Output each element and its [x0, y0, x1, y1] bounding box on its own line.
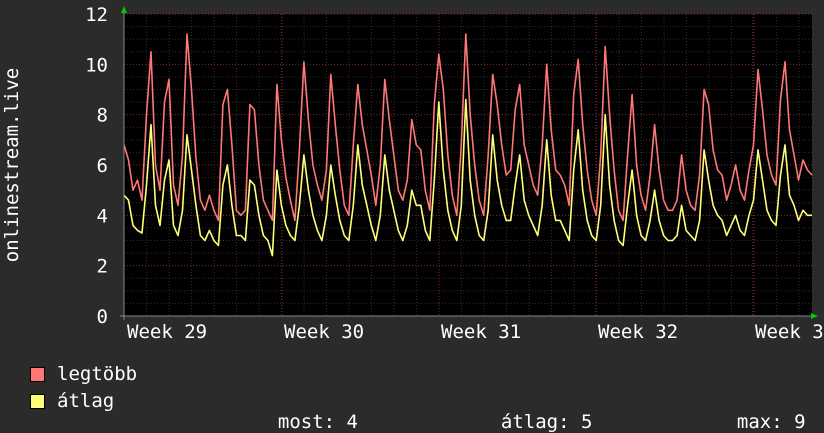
series-line-avg — [123, 98, 812, 257]
x-tick-label: Week 29 — [127, 321, 207, 343]
stat-current: most: 4 — [255, 389, 358, 433]
series-line-max — [123, 33, 813, 222]
stat-maximum: max: 9 — [714, 389, 806, 433]
y-tick-label: 4 — [97, 205, 108, 227]
y-axis-ticks: 0 2 4 6 8 10 12 — [85, 4, 108, 328]
x-tick-label: Week 30 — [284, 321, 364, 343]
legend-label-avg: átlag — [57, 390, 115, 412]
y-axis-arrow-icon — [121, 6, 127, 13]
y-axis-label: onlinestream.live — [1, 68, 23, 262]
stat-average: átlag: 5 — [478, 389, 593, 433]
legend-item-max: legtöbb — [30, 362, 137, 386]
y-tick-label: 6 — [97, 155, 108, 177]
stat-current-text: most: 4 — [277, 411, 358, 433]
y-tick-label: 8 — [97, 105, 108, 127]
stat-maximum-text: max: 9 — [736, 411, 806, 433]
legend-label-max: legtöbb — [57, 363, 138, 385]
y-tick-label: 10 — [85, 54, 108, 76]
legend-item-avg: átlag — [30, 389, 114, 413]
x-tick-label: Week 3 — [755, 321, 824, 343]
y-tick-label: 2 — [97, 256, 108, 278]
x-axis-arrow-icon — [811, 313, 818, 319]
stat-average-text: átlag: 5 — [500, 411, 593, 433]
y-tick-label: 12 — [85, 4, 108, 26]
avg-color-swatch — [30, 393, 45, 409]
x-axis-ticks: Week 29 Week 30 Week 31 Week 32 Week 3 — [127, 321, 824, 343]
x-tick-label: Week 31 — [441, 321, 521, 343]
max-color-swatch — [30, 366, 45, 382]
x-tick-label: Week 32 — [598, 321, 678, 343]
series-layer — [123, 33, 813, 257]
y-tick-label: 0 — [97, 306, 108, 328]
